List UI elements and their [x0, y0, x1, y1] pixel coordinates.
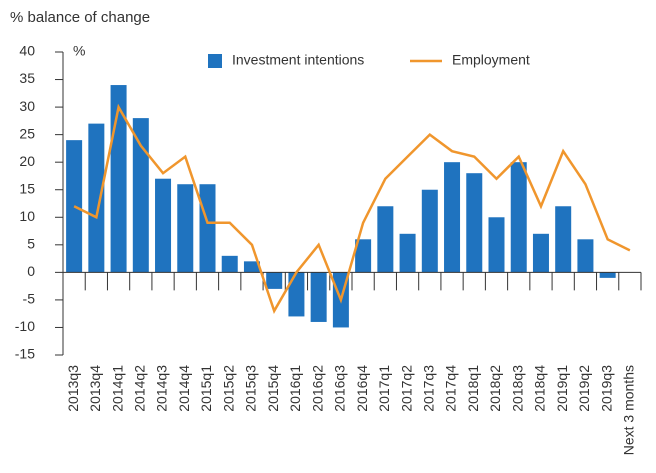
bar	[310, 272, 327, 322]
bar	[510, 162, 527, 273]
bar	[444, 162, 461, 273]
legend-label: Investment intentions	[232, 52, 364, 68]
bar	[155, 178, 172, 273]
bar	[288, 272, 305, 317]
bar	[266, 272, 283, 289]
x-tick-label: 2015q3	[243, 365, 259, 412]
bar	[599, 272, 616, 278]
x-tick-label: 2018q2	[487, 365, 503, 412]
bar	[199, 184, 216, 273]
x-tick-label: 2017q1	[376, 365, 392, 412]
y-tick-label: 10	[19, 208, 35, 224]
bar	[421, 189, 438, 273]
x-tick-label: 2016q2	[309, 365, 325, 412]
x-tick-label: 2019q3	[598, 365, 614, 412]
x-tick-label: 2016q4	[354, 365, 370, 412]
y-tick-label: 20	[19, 153, 35, 169]
x-tick-label: 2013q4	[87, 365, 103, 412]
y-tick-label: 5	[27, 236, 35, 252]
x-tick-label: 2018q1	[465, 365, 481, 412]
x-tick-label: 2018q4	[532, 365, 548, 412]
y-axis-title: % balance of change	[10, 9, 150, 26]
x-tick-label: 2017q2	[398, 365, 414, 412]
bar	[66, 140, 83, 273]
x-tick-label: 2014q2	[132, 365, 148, 412]
y-tick-label: -5	[23, 291, 36, 307]
legend-swatch	[208, 54, 222, 68]
x-tick-label: 2016q3	[332, 365, 348, 412]
bar	[243, 261, 260, 273]
x-tick-label: 2014q1	[109, 365, 125, 412]
x-tick-label: 2014q4	[176, 365, 192, 412]
y-tick-label: 30	[19, 98, 35, 114]
x-tick-label: 2019q1	[554, 365, 570, 412]
x-tick-label: Next 3 months	[621, 365, 637, 455]
legend-label: Employment	[452, 52, 530, 68]
x-tick-label: 2015q2	[220, 365, 236, 412]
bar	[377, 206, 394, 273]
x-tick-label: 2018q3	[509, 365, 525, 412]
bar	[355, 239, 372, 273]
y-tick-label: 25	[19, 125, 35, 141]
x-tick-label: 2016q1	[287, 365, 303, 412]
unit-label: %	[73, 43, 85, 59]
bar	[488, 217, 505, 273]
x-tick-label: 2017q4	[443, 365, 459, 412]
x-tick-label: 2015q1	[198, 365, 214, 412]
x-tick-label: 2019q2	[576, 365, 592, 412]
y-tick-label: 35	[19, 70, 35, 86]
bar	[532, 233, 549, 273]
x-tick-label: 2017q3	[421, 365, 437, 412]
bar	[399, 233, 416, 273]
bar	[466, 173, 483, 273]
y-tick-label: 15	[19, 180, 35, 196]
x-tick-label: 2013q3	[65, 365, 81, 412]
bar	[577, 239, 594, 273]
line	[73, 103, 631, 314]
y-tick-label: -10	[15, 318, 35, 334]
x-tick-label: 2014q3	[154, 365, 170, 412]
bar	[177, 184, 194, 273]
bar	[555, 206, 572, 273]
bar	[132, 118, 149, 273]
y-tick-label: -15	[15, 346, 35, 362]
bar	[88, 123, 105, 273]
bar	[221, 255, 238, 273]
y-tick-label: 40	[19, 43, 35, 59]
x-tick-label: 2015q4	[265, 365, 281, 412]
y-tick-label: 0	[27, 263, 35, 279]
